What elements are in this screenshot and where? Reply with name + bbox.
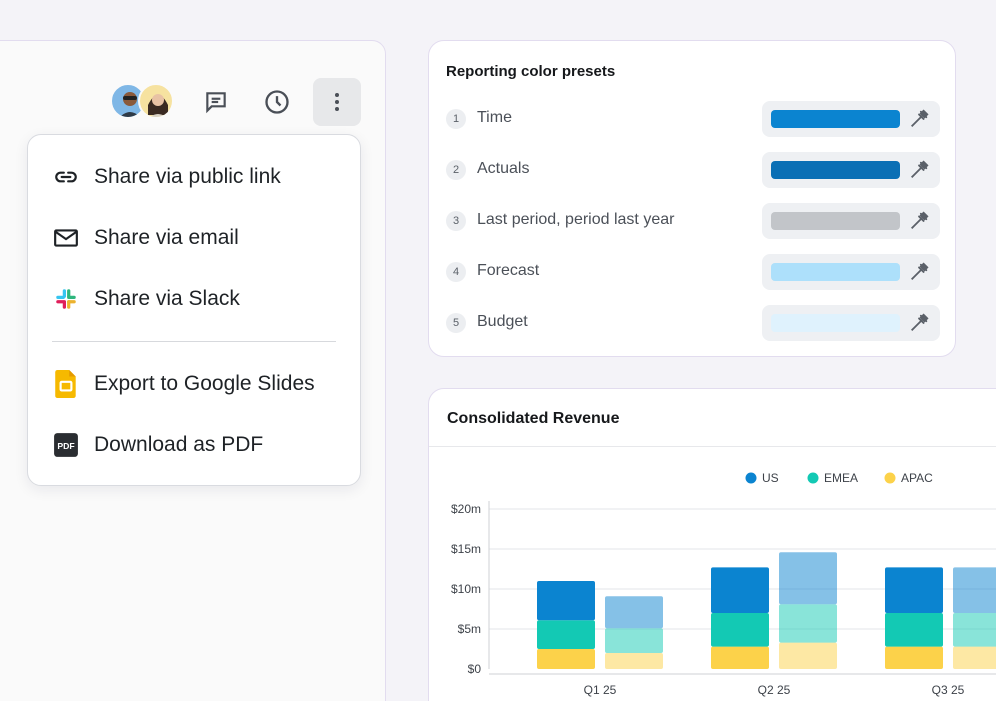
share-menu: Share via public link Share via email Sh…	[27, 134, 361, 486]
menu-item-label: Share via email	[94, 226, 239, 249]
divider	[429, 446, 996, 447]
preset-label: Time	[477, 109, 512, 126]
eyedropper-icon[interactable]	[908, 159, 930, 181]
share-slack-item[interactable]: Share via Slack	[28, 275, 360, 323]
preset-row: 4 Forecast	[446, 254, 940, 290]
menu-item-label: Export to Google Slides	[94, 372, 315, 395]
bar-segment	[885, 613, 943, 647]
comment-icon	[206, 92, 226, 114]
revenue-chart: $0 $5m $10m $15m $20m US EMEA APAC Q1 25 Q2 25 Q3 …	[451, 471, 996, 697]
comparison-bar-segment	[779, 604, 837, 643]
mail-icon	[52, 224, 80, 252]
comparison-bar-segment	[953, 646, 996, 669]
preset-label: Budget	[477, 313, 528, 330]
preset-row: 5 Budget	[446, 305, 940, 341]
comparison-bar-segment	[605, 596, 663, 629]
color-picker-field[interactable]	[762, 203, 940, 239]
share-public-link-item[interactable]: Share via public link	[28, 153, 360, 201]
menu-item-label: Share via public link	[94, 165, 281, 188]
y-tick-label: $0	[468, 662, 482, 676]
svg-text:PDF: PDF	[57, 441, 74, 451]
color-picker-field[interactable]	[762, 305, 940, 341]
card-title: Reporting color presets	[446, 63, 616, 80]
preset-number: 2	[446, 160, 466, 180]
color-swatch[interactable]	[771, 161, 900, 179]
comparison-bar-segment	[605, 653, 663, 669]
legend-label: EMEA	[824, 471, 858, 485]
share-email-item[interactable]: Share via email	[28, 214, 360, 262]
preset-number: 5	[446, 313, 466, 333]
preset-row: 2 Actuals	[446, 152, 940, 188]
comparison-bar-segment	[953, 613, 996, 647]
y-tick-label: $20m	[451, 502, 481, 516]
more-vertical-icon	[335, 93, 339, 111]
document-toolbar	[108, 78, 364, 126]
comparison-bar-segment	[953, 567, 996, 613]
preset-number: 1	[446, 109, 466, 129]
preset-number: 3	[446, 211, 466, 231]
color-swatch[interactable]	[771, 314, 900, 332]
more-options-button[interactable]	[313, 78, 361, 126]
bar-segment	[711, 646, 769, 669]
comparison-bar-segment	[605, 628, 663, 653]
y-tick-label: $15m	[451, 542, 481, 556]
download-pdf-item[interactable]: PDF Download as PDF	[28, 421, 360, 469]
color-picker-field[interactable]	[762, 254, 940, 290]
y-tick-label: $10m	[451, 582, 481, 596]
preset-row: 3 Last period, period last year	[446, 203, 940, 239]
preset-label: Forecast	[477, 262, 540, 279]
revenue-chart-card: Consolidated Revenue $0 $5m $10m $15m $20m US…	[428, 388, 996, 701]
color-picker-field[interactable]	[762, 152, 940, 188]
comparison-bar-segment	[779, 552, 837, 605]
color-swatch[interactable]	[771, 212, 900, 230]
link-icon	[52, 163, 80, 191]
avatar[interactable]	[138, 83, 174, 119]
collaborator-avatars[interactable]	[110, 83, 176, 121]
eyedropper-icon[interactable]	[908, 312, 930, 334]
legend-marker	[745, 472, 757, 484]
preset-number: 4	[446, 262, 466, 282]
preset-label: Last period, period last year	[477, 211, 675, 228]
color-picker-field[interactable]	[762, 101, 940, 137]
x-tick-label: Q1 25	[584, 683, 617, 697]
bar-segment	[885, 646, 943, 669]
history-button[interactable]	[253, 78, 301, 126]
bar-segment	[711, 567, 769, 613]
bar-segment	[537, 649, 595, 669]
bar-segment	[711, 613, 769, 647]
menu-divider	[52, 341, 336, 342]
clock-icon	[265, 90, 289, 114]
menu-item-label: Share via Slack	[94, 287, 240, 310]
eyedropper-icon[interactable]	[908, 261, 930, 283]
legend-marker	[807, 472, 819, 484]
pdf-icon: PDF	[52, 431, 80, 459]
bar-segment	[537, 620, 595, 649]
menu-item-label: Download as PDF	[94, 433, 264, 456]
color-presets-card: Reporting color presets 1 Time 2 Actuals 3 La…	[428, 40, 956, 357]
comments-button[interactable]	[192, 78, 240, 126]
color-swatch[interactable]	[771, 110, 900, 128]
bar-segment	[885, 567, 943, 613]
card-title: Consolidated Revenue	[447, 410, 620, 427]
y-tick-label: $5m	[458, 622, 481, 636]
google-slides-icon	[52, 370, 80, 398]
x-tick-label: Q3 25	[932, 683, 965, 697]
legend-label: US	[762, 471, 779, 485]
eyedropper-icon[interactable]	[908, 108, 930, 130]
slack-icon	[52, 285, 80, 313]
preset-label: Actuals	[477, 160, 530, 177]
comparison-bar-segment	[779, 642, 837, 669]
preset-row: 1 Time	[446, 101, 940, 137]
eyedropper-icon[interactable]	[908, 210, 930, 232]
export-google-slides-item[interactable]: Export to Google Slides	[28, 360, 360, 408]
legend-label: APAC	[901, 471, 933, 485]
x-tick-label: Q2 25	[758, 683, 791, 697]
legend-marker	[884, 472, 896, 484]
color-swatch[interactable]	[771, 263, 900, 281]
bar-segment	[537, 581, 595, 621]
